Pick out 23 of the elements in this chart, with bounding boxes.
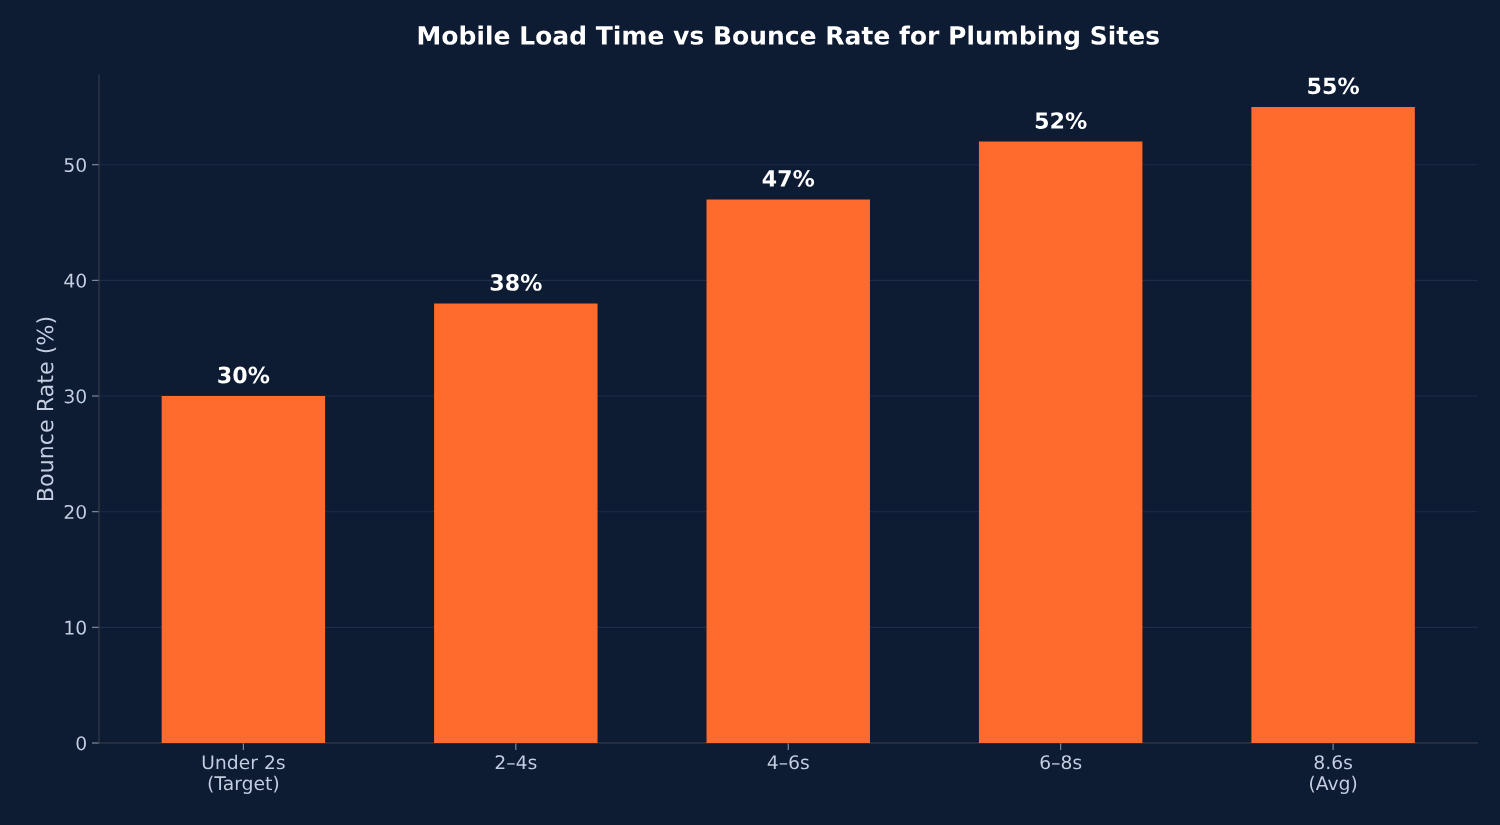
x-tick-label: 6–8s bbox=[1040, 755, 1082, 770]
x-tick-label: 8.6s (Avg) bbox=[1310, 755, 1357, 794]
x-tick-label: 2–4s bbox=[495, 755, 537, 770]
y-tick-label: 50 bbox=[64, 157, 86, 173]
data-label: 47% bbox=[762, 169, 815, 187]
bar bbox=[1251, 106, 1415, 743]
y-tick-label: 30 bbox=[64, 389, 86, 404]
bar bbox=[161, 396, 326, 743]
y-tick-label: 0 bbox=[76, 736, 86, 751]
data-label: 30% bbox=[218, 366, 270, 384]
data-label: 55% bbox=[1308, 77, 1359, 95]
x-tick-label: Under 2s (Target) bbox=[202, 754, 285, 794]
bar bbox=[706, 199, 870, 743]
x-tick-label: 4–6s bbox=[767, 755, 809, 770]
y-axis-title: Bounce Rate (%) bbox=[36, 317, 57, 501]
y-tick-label: 10 bbox=[65, 620, 86, 635]
y-tick-label: 20 bbox=[64, 504, 86, 520]
data-label: 52% bbox=[1035, 112, 1087, 129]
chart-title: Mobile Load Time vs Bounce Rate for Plumbing Sites bbox=[418, 25, 1159, 50]
bar bbox=[434, 303, 598, 743]
data-label: 38% bbox=[490, 274, 542, 291]
bar bbox=[978, 141, 1143, 743]
y-tick-label: 40 bbox=[64, 273, 86, 288]
